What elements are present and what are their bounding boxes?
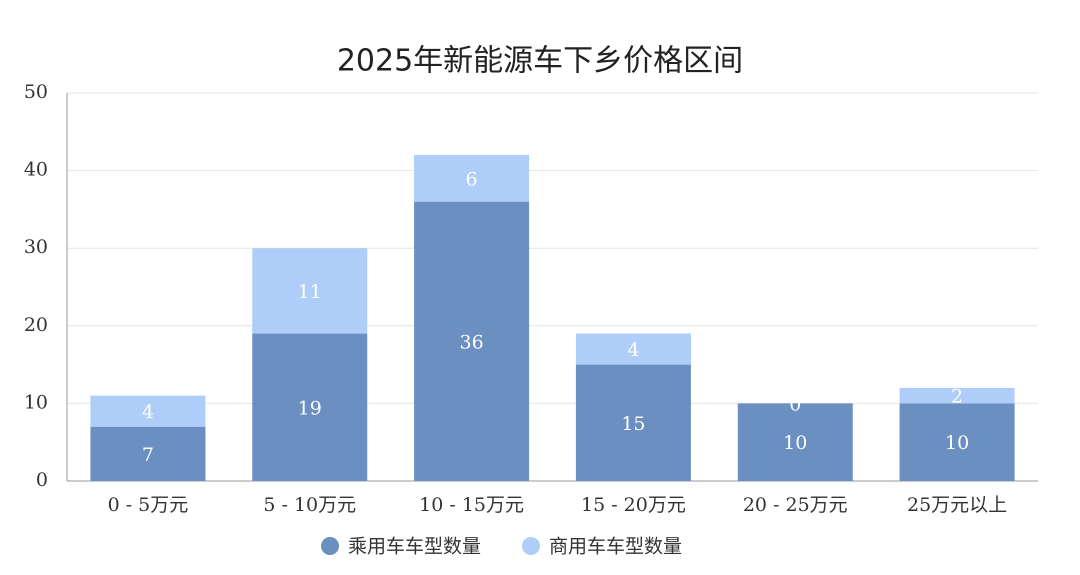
legend-marker <box>321 537 339 555</box>
bar-segment <box>899 387 1015 404</box>
data-label: 7 <box>142 444 154 466</box>
legend-label: 乘用车车型数量 <box>348 536 481 558</box>
bar-segment <box>575 364 691 481</box>
bar-segment <box>252 333 368 481</box>
legend-marker <box>522 537 541 555</box>
bar-segment <box>252 248 368 334</box>
data-label: 36 <box>459 331 483 353</box>
x-tick-label: 10 - 15万元 <box>419 494 524 516</box>
bar-segment <box>414 201 530 481</box>
bar-segment <box>90 426 206 481</box>
y-tick-label: 50 <box>24 81 48 103</box>
x-tick-label: 20 - 25万元 <box>743 494 848 516</box>
chart-title: 2025年新能源车下乡价格区间 <box>337 44 743 79</box>
data-label: 4 <box>142 401 154 423</box>
y-tick-label: 0 <box>36 469 48 491</box>
x-tick-label: 15 - 20万元 <box>581 494 686 516</box>
data-label: 10 <box>945 432 969 454</box>
data-label: 11 <box>298 281 322 303</box>
data-label: 6 <box>466 168 478 190</box>
bar-segment <box>899 403 1015 481</box>
y-tick-label: 30 <box>24 236 48 258</box>
x-tick-label: 5 - 10万元 <box>263 494 356 516</box>
bar-segment <box>575 333 691 365</box>
x-tick-label: 25万元以上 <box>907 494 1007 516</box>
data-label: 2 <box>951 386 963 408</box>
bar-segment <box>90 395 206 427</box>
x-tick-label: 0 - 5万元 <box>108 494 189 516</box>
y-tick-label: 40 <box>24 159 48 181</box>
bar-segment <box>414 155 530 202</box>
y-tick-label: 10 <box>24 391 48 413</box>
data-label: 10 <box>783 432 807 454</box>
bar-segment <box>737 403 853 481</box>
legend-label: 商用车车型数量 <box>549 536 682 558</box>
data-label: 15 <box>621 413 645 435</box>
data-label: 19 <box>298 397 322 419</box>
data-label: 4 <box>627 339 639 361</box>
data-label: 0 <box>789 393 801 415</box>
y-tick-label: 20 <box>24 314 48 336</box>
